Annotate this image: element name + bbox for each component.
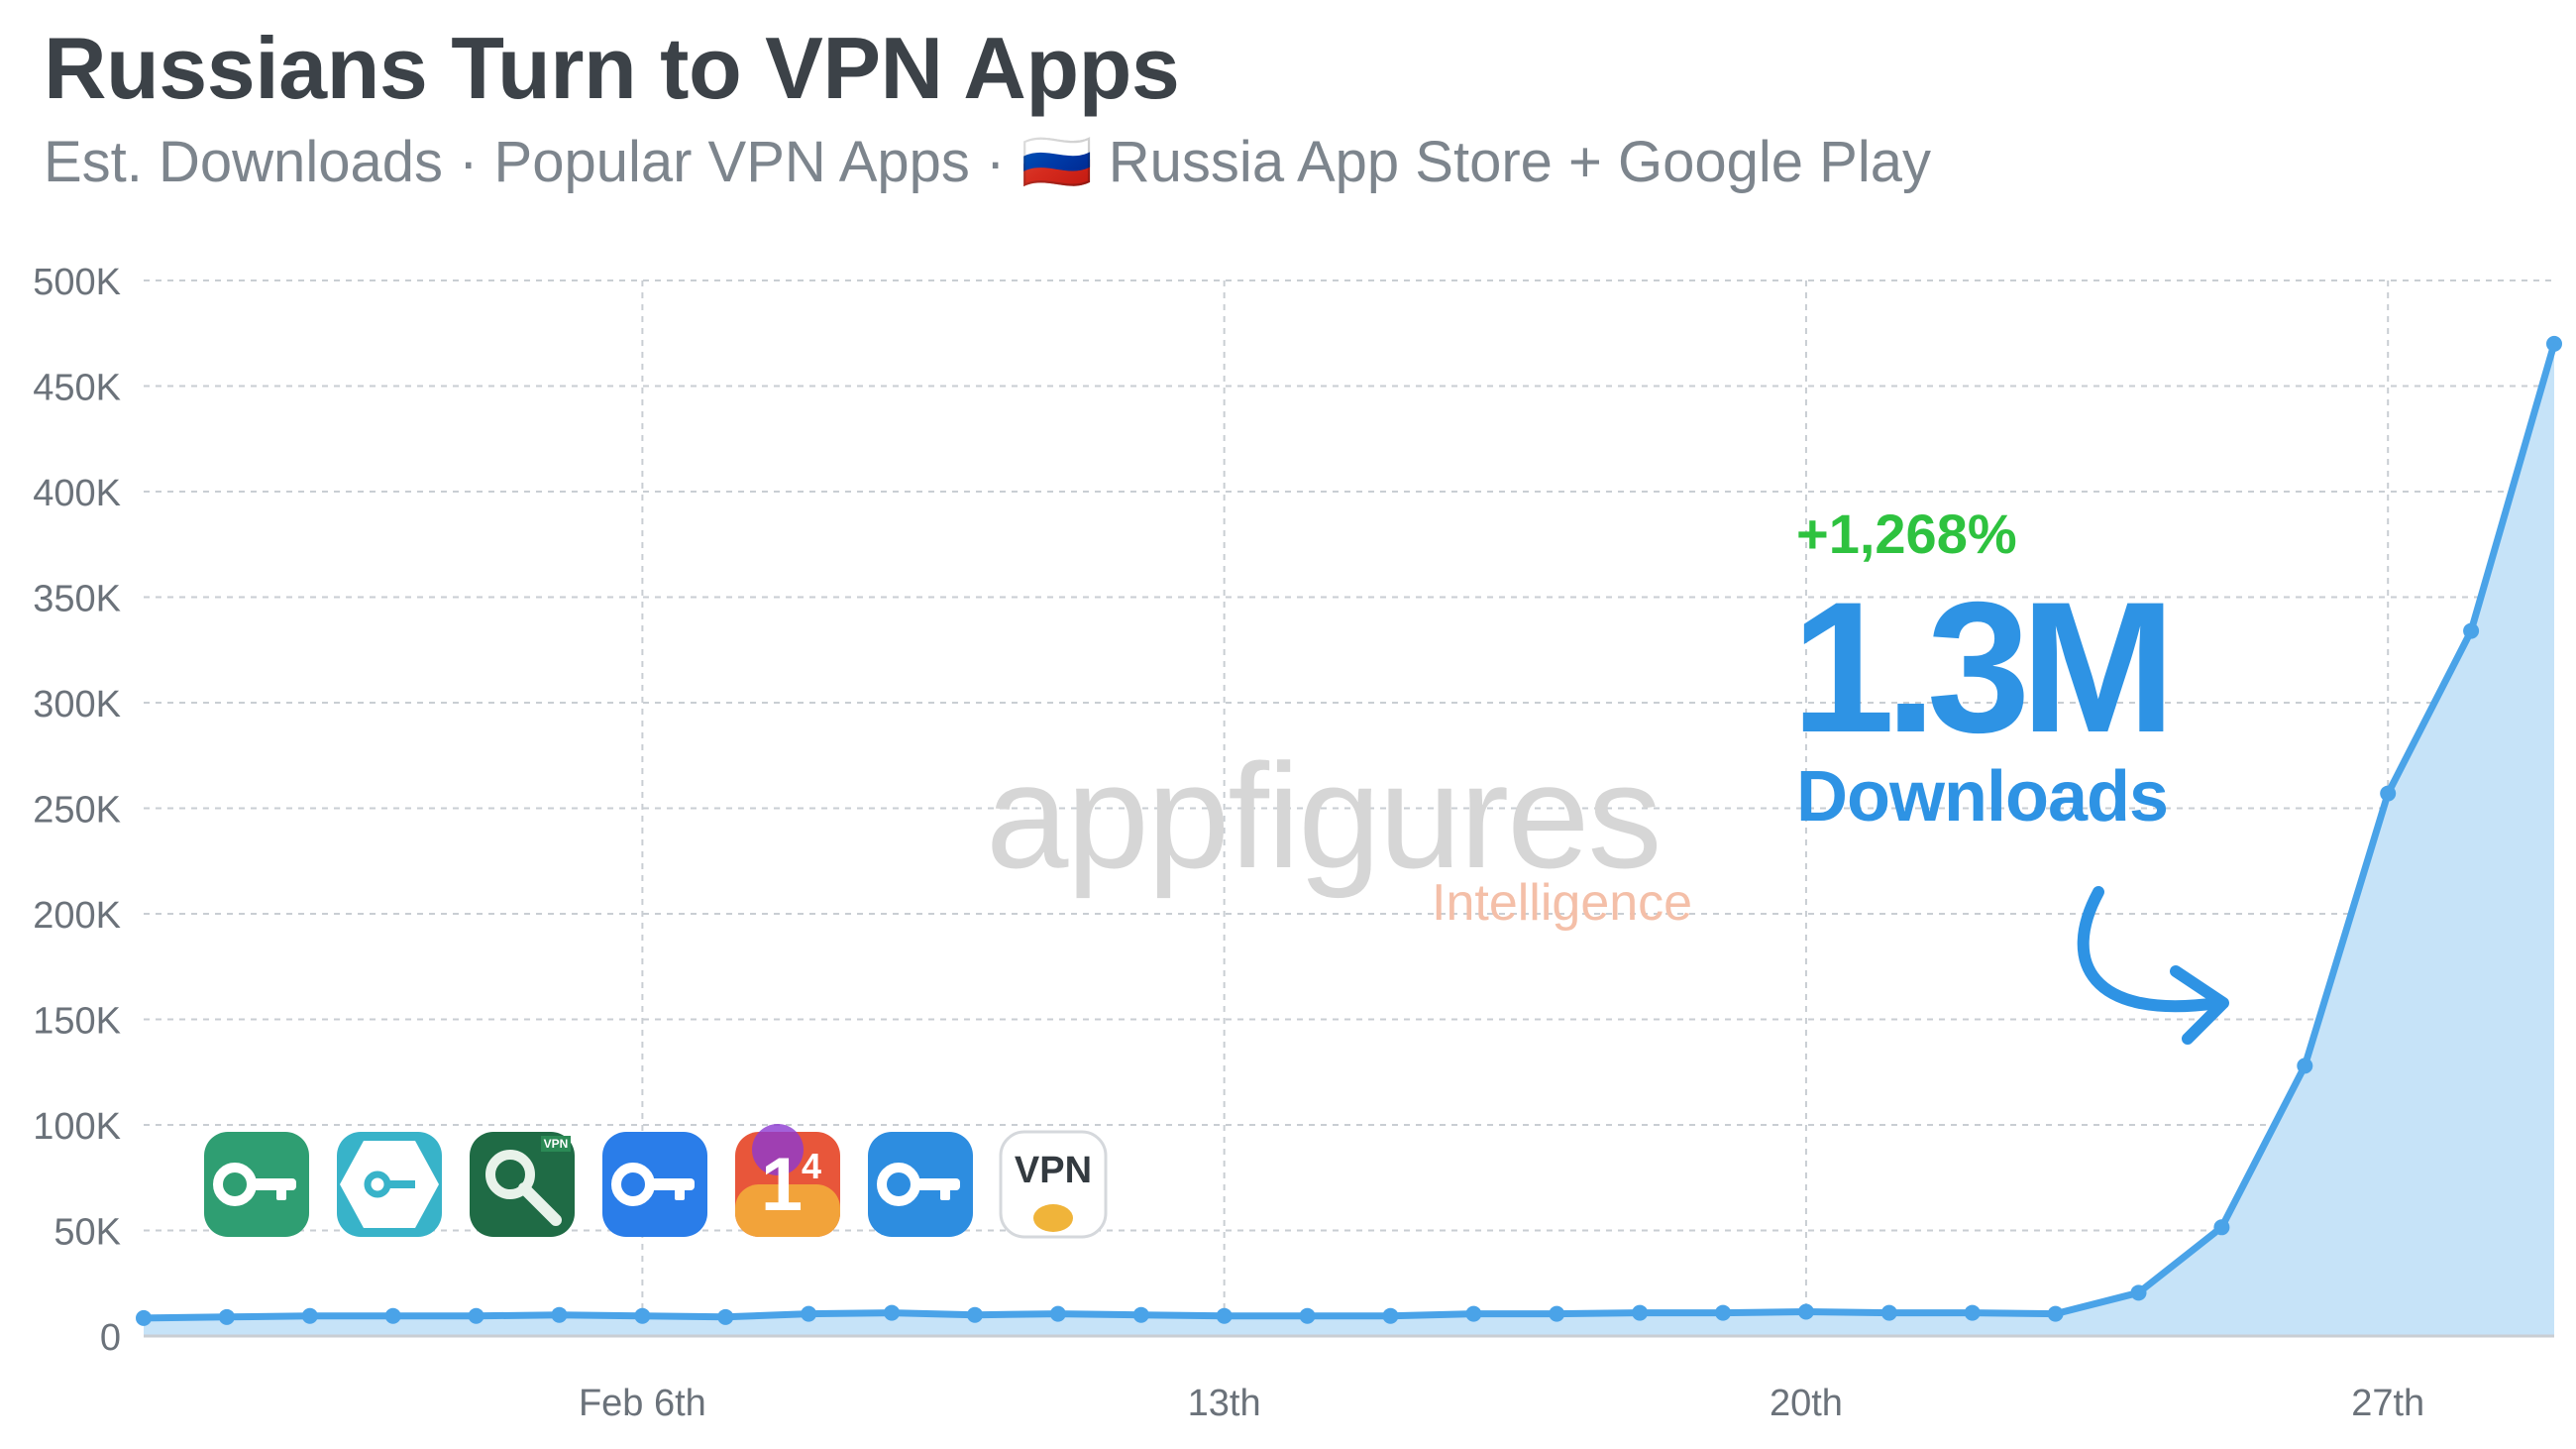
data-point	[1880, 1304, 1897, 1321]
series-line	[140, 340, 2558, 1322]
y-tick-label: 350K	[33, 579, 121, 620]
vpn-app-icons: VPN 14 VPN	[204, 1124, 1108, 1239]
vpn-hamster-icon: VPN	[999, 1130, 1108, 1239]
y-tick-label: 450K	[33, 368, 121, 409]
dark-green-key-vpn-icon: VPN	[470, 1132, 575, 1237]
data-point	[2130, 1284, 2147, 1301]
appfigures-watermark: appfigures Intelligence	[986, 732, 1692, 932]
blue-key-vpn-icon	[602, 1132, 707, 1237]
x-tick-label: 20th	[1770, 1383, 1843, 1424]
data-point	[717, 1308, 734, 1325]
x-tick-label: 27th	[2351, 1383, 2424, 1424]
y-tick-label: 100K	[33, 1106, 121, 1148]
y-tick-label: 0	[100, 1317, 121, 1359]
data-point	[1964, 1304, 1981, 1321]
data-point	[801, 1305, 817, 1322]
green-key-vpn-icon	[204, 1132, 309, 1237]
series-area	[144, 343, 2554, 1336]
y-tick-label: 500K	[33, 262, 121, 303]
downloads-series	[136, 335, 2562, 1336]
data-point	[1132, 1306, 1149, 1323]
watermark-sub: Intelligence	[1432, 874, 1692, 932]
curved-arrow-icon	[2077, 886, 2223, 1013]
x-tick-label: 13th	[1188, 1383, 1261, 1424]
data-point	[218, 1308, 235, 1325]
app-icon-superscript: 4	[802, 1146, 821, 1186]
axes: 0 50K 100K 150K 200K 250K 300K 350K 400K 450K 500K…	[33, 262, 2554, 1424]
y-tick-label: 300K	[33, 684, 121, 725]
data-point	[468, 1307, 484, 1324]
vpn-badge-label: VPN	[544, 1137, 569, 1151]
hamster-icon	[1033, 1204, 1073, 1232]
x-tick-label: Feb 6th	[579, 1383, 706, 1424]
y-tick-label: 400K	[33, 473, 121, 514]
data-point	[1797, 1303, 1814, 1320]
app-icon-label: 1	[761, 1143, 803, 1227]
data-point	[1216, 1307, 1233, 1324]
data-point	[2380, 785, 2397, 802]
annotation: +1,268% 1.3M Downloads	[1791, 502, 2229, 1045]
data-point	[1382, 1307, 1399, 1324]
y-tick-label: 150K	[33, 1001, 121, 1043]
watermark-brand: appfigures	[986, 732, 1661, 899]
data-point	[1299, 1307, 1316, 1324]
app-icon-label: VPN	[1015, 1150, 1092, 1191]
y-tick-label: 50K	[54, 1212, 121, 1254]
data-point	[1049, 1305, 1066, 1322]
data-point	[136, 1309, 152, 1326]
data-point	[551, 1306, 568, 1323]
arrow-head-icon	[2170, 965, 2229, 1045]
data-point	[2546, 335, 2562, 352]
data-point	[384, 1307, 401, 1324]
blue-bar-key-vpn-icon	[868, 1132, 973, 1237]
1-1-1-1-warp-icon: 14	[735, 1124, 840, 1237]
data-point	[2297, 1058, 2313, 1074]
y-tick-label: 200K	[33, 895, 121, 937]
data-point	[1465, 1305, 1482, 1322]
data-point	[1715, 1304, 1732, 1321]
data-point	[2047, 1305, 2064, 1322]
total-downloads-label: Downloads	[1796, 757, 2168, 836]
total-downloads-value: 1.3M	[1791, 563, 2166, 771]
data-point	[2463, 622, 2480, 639]
data-point	[634, 1307, 651, 1324]
data-point	[1549, 1305, 1565, 1322]
data-point	[301, 1307, 318, 1324]
growth-percent: +1,268%	[1796, 502, 2017, 565]
chart-title: Russians Turn to VPN Apps	[44, 19, 1180, 117]
y-tick-label: 250K	[33, 790, 121, 832]
data-point	[884, 1304, 901, 1321]
teal-hexagon-key-vpn-icon	[337, 1132, 442, 1237]
data-point	[2213, 1219, 2230, 1236]
grid-lines	[144, 279, 2554, 1336]
data-point	[1632, 1304, 1649, 1321]
chart-subtitle: Est. Downloads · Popular VPN Apps · 🇷🇺 R…	[44, 130, 1931, 194]
data-point	[966, 1306, 983, 1323]
